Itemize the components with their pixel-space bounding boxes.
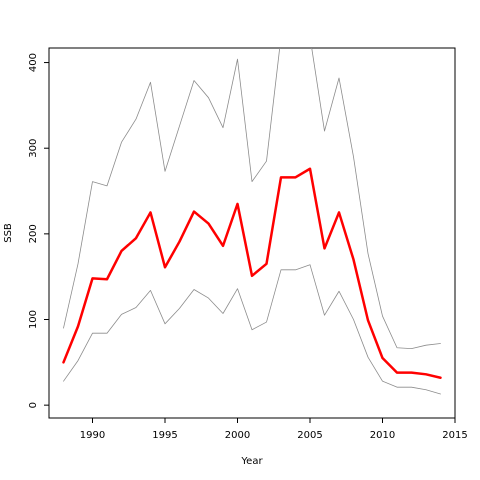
series-line-lower (63, 264, 441, 395)
x-axis: 1990 1995 2000 2005 2010 2015 (80, 418, 468, 441)
y-tick-label: 300 (28, 139, 39, 158)
series-line-upper (63, 48, 441, 350)
x-tick-label: 2015 (442, 430, 467, 441)
series-line-main (62, 167, 442, 379)
x-tick-label: 2000 (225, 430, 250, 441)
plot-frame (48, 47, 456, 419)
y-tick-label: 0 (28, 402, 39, 408)
y-tick-label: 200 (28, 224, 39, 243)
x-tick-label: 1990 (80, 430, 105, 441)
series-layer (62, 48, 442, 395)
y-axis: 0 100 200 300 400 (28, 53, 49, 408)
x-tick-label: 2005 (297, 430, 322, 441)
y-tick-label: 100 (28, 310, 39, 329)
x-axis-title: Year (240, 456, 263, 467)
x-tick-label: 1995 (152, 430, 177, 441)
y-axis-title: SSB (3, 223, 14, 243)
x-tick-label: 2010 (370, 430, 395, 441)
y-tick-label: 400 (28, 53, 39, 72)
